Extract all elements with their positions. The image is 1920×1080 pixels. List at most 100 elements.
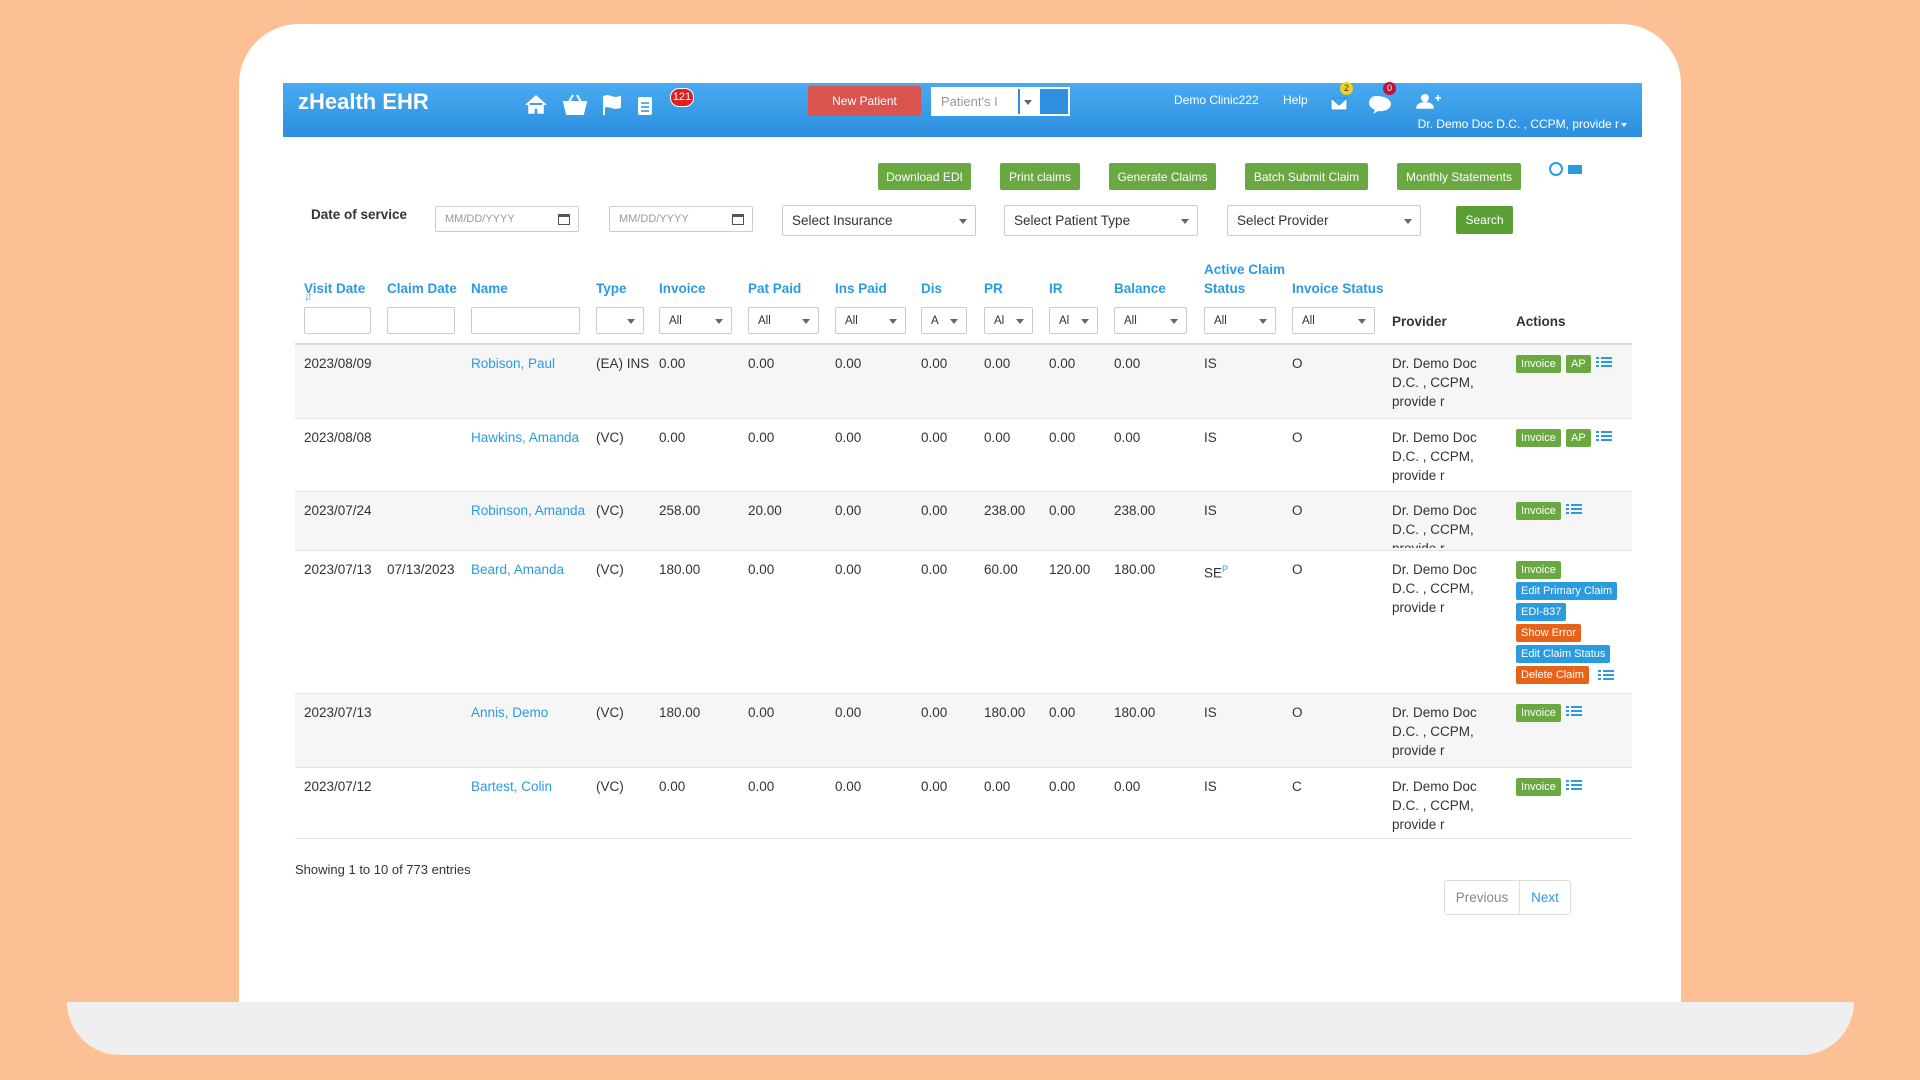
column-header[interactable]: Type: [596, 281, 627, 296]
select-text: Select Patient Type: [1014, 213, 1131, 228]
column-header[interactable]: Balance: [1114, 281, 1166, 296]
toolbar-button[interactable]: Download EDI: [878, 163, 971, 190]
basket-icon[interactable]: [562, 94, 588, 115]
list-line: [1571, 504, 1582, 506]
column-filter-text: All: [845, 314, 858, 327]
action-button[interactable]: Show Error: [1516, 624, 1582, 642]
column-filter-select[interactable]: All: [835, 307, 906, 334]
dropdown-caret: [1404, 218, 1412, 224]
next-button[interactable]: Next: [1531, 890, 1559, 905]
table-cell: 0.00: [835, 503, 862, 518]
column-filter-select[interactable]: [596, 307, 644, 334]
action-button[interactable]: AP: [1566, 429, 1591, 447]
list-icon[interactable]: [1596, 429, 1612, 443]
column-header[interactable]: Dis: [921, 281, 943, 296]
search-button[interactable]: Search: [1456, 206, 1513, 234]
column-header[interactable]: Claim Date: [387, 281, 457, 296]
action-button[interactable]: Invoice: [1516, 561, 1561, 579]
table-cell: 0.00: [748, 562, 775, 577]
action-button[interactable]: Edit Primary Claim: [1516, 582, 1618, 600]
provider-cell: Dr. Demo Doc D.C. , CCPM, provide r: [1392, 779, 1477, 832]
table-cell: 0.00: [748, 705, 775, 720]
action-button[interactable]: EDI-837: [1516, 603, 1567, 621]
action-button[interactable]: Delete Claim: [1516, 666, 1589, 684]
clinic-name[interactable]: Demo Clinic222: [1174, 93, 1259, 107]
column-header[interactable]: Name: [471, 281, 508, 296]
table-cell: 180.00: [1114, 562, 1156, 577]
date-input[interactable]: MM/DD/YYYY: [609, 206, 753, 232]
list-icon[interactable]: [1566, 502, 1582, 516]
list-line: [1601, 439, 1612, 441]
search-dropdown[interactable]: [1020, 89, 1040, 114]
column-header[interactable]: Visit Date: [304, 281, 366, 296]
toolbar-button[interactable]: Monthly Statements: [1397, 163, 1521, 190]
patient-link[interactable]: Annis, Demo: [471, 705, 549, 720]
action-button[interactable]: AP: [1566, 355, 1591, 373]
select-filter[interactable]: Select Insurance: [782, 205, 976, 236]
column-header[interactable]: IR: [1049, 281, 1063, 296]
column-filter-select[interactable]: All: [1204, 307, 1276, 334]
action-button[interactable]: Invoice: [1516, 502, 1561, 520]
column-header[interactable]: Ins Paid: [835, 281, 887, 296]
previous-button[interactable]: Previous: [1445, 881, 1520, 914]
table-cell: 180.00: [984, 705, 1026, 720]
column-header[interactable]: Invoice: [659, 281, 706, 296]
column-filter-input[interactable]: [387, 307, 455, 334]
mail-icon[interactable]: [1330, 97, 1348, 111]
date-input[interactable]: MM/DD/YYYY: [435, 206, 579, 232]
chat-icon[interactable]: [1369, 96, 1391, 114]
column-filter-select[interactable]: Al: [1049, 307, 1098, 334]
column-header[interactable]: Invoice Status: [1292, 281, 1384, 296]
column-filter-select[interactable]: All: [1292, 307, 1375, 334]
column-filter-select[interactable]: Al: [984, 307, 1033, 334]
search-input[interactable]: Patient's I: [933, 89, 1018, 114]
action-button[interactable]: Edit Claim Status: [1516, 645, 1611, 663]
list-icon[interactable]: [1566, 704, 1582, 718]
export-icon[interactable]: [1549, 162, 1563, 176]
column-header[interactable]: Pat Paid: [748, 281, 802, 296]
action-button[interactable]: Invoice: [1516, 429, 1561, 447]
action-button[interactable]: Invoice: [1516, 704, 1561, 722]
column-filter-select[interactable]: All: [659, 307, 732, 334]
list-line: [1571, 508, 1582, 510]
column-filter-select[interactable]: All: [1114, 307, 1187, 334]
patient-link[interactable]: Beard, Amanda: [471, 562, 565, 577]
table-cell: C: [1292, 779, 1302, 794]
select-text: Select Provider: [1237, 213, 1329, 228]
select-filter[interactable]: Select Patient Type: [1004, 205, 1198, 236]
table-cell: IS: [1204, 779, 1217, 794]
column-filter-select[interactable]: A: [921, 307, 967, 334]
provider-cell: Dr. Demo Doc D.C. , CCPM, provide r: [1392, 705, 1477, 758]
action-button[interactable]: Invoice: [1516, 355, 1561, 373]
patient-link[interactable]: Robison, Paul: [471, 356, 556, 371]
column-filter-select[interactable]: All: [748, 307, 819, 334]
list-icon[interactable]: [1566, 778, 1582, 792]
column-filter-text: All: [1214, 314, 1227, 327]
header-border: [295, 343, 1632, 345]
toolbar-button[interactable]: Batch Submit Claim: [1245, 163, 1368, 190]
list-icon[interactable]: [1596, 355, 1612, 369]
patient-search[interactable]: Patient's I: [931, 87, 1070, 116]
help-link[interactable]: Help: [1283, 93, 1308, 107]
flag-icon[interactable]: [603, 95, 621, 115]
toolbar-button[interactable]: Print claims: [1000, 163, 1080, 190]
column-header[interactable]: PR: [984, 281, 1003, 296]
patient-link[interactable]: Hawkins, Amanda: [471, 430, 580, 445]
list-line: [1601, 365, 1612, 367]
home-icon[interactable]: [525, 94, 547, 114]
print-icon[interactable]: [1568, 165, 1582, 174]
toolbar-button[interactable]: Generate Claims: [1109, 163, 1216, 190]
list-icon[interactable]: [1598, 668, 1614, 682]
action-button[interactable]: Invoice: [1516, 778, 1561, 796]
clipboard-icon[interactable]: [638, 97, 652, 115]
patient-link[interactable]: Bartest, Colin: [471, 779, 553, 794]
column-header[interactable]: Active Claim Status: [1204, 262, 1286, 296]
column-filter-input[interactable]: [471, 307, 580, 334]
table-cell: 180.00: [659, 705, 701, 720]
column-filter-input[interactable]: [304, 307, 371, 334]
patient-link[interactable]: Robinson, Amanda: [471, 503, 586, 518]
user-icon[interactable]: [1421, 94, 1429, 102]
select-filter[interactable]: Select Provider: [1227, 205, 1421, 236]
user-menu[interactable]: Dr. Demo Doc D.C. , CCPM, provide r: [1417, 117, 1619, 131]
new-patient-button[interactable]: New Patient: [808, 86, 921, 116]
